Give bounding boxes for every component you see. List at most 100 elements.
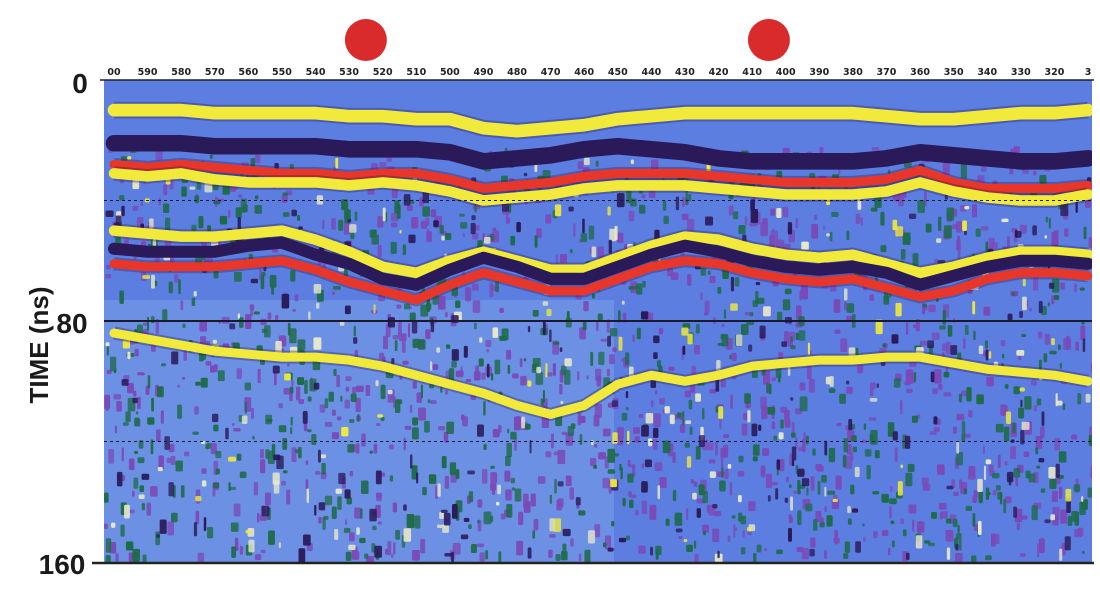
noise-speck [463,345,468,358]
noise-speck [782,206,789,218]
noise-speck [535,371,544,385]
noise-speck [946,485,954,490]
noise-speck [746,321,755,326]
noise-speck [1060,282,1065,290]
noise-speck [272,365,280,374]
noise-speck [851,435,857,442]
noise-speck [1051,232,1059,247]
noise-speck [416,392,422,403]
x-tick-label: 470 [541,67,561,78]
band-violet-lower [107,236,1092,291]
noise-speck [219,215,228,225]
noise-speck [826,515,833,527]
noise-speck [444,311,448,318]
noise-speck [536,366,542,374]
noise-speck [625,535,631,541]
noise-speck [791,446,797,461]
noise-speck [1019,515,1028,520]
noise-speck [652,427,659,438]
noise-speck [135,411,139,415]
noise-speck [1085,393,1091,403]
noise-speck [360,480,369,495]
noise-speck [635,509,639,516]
noise-speck [106,344,109,356]
noise-speck [787,227,792,233]
noise-speck [477,424,484,437]
noise-speck [1079,287,1085,291]
noise-speck [399,229,402,234]
noise-speck [250,278,259,284]
noise-speck [741,324,749,336]
noise-speck [451,503,458,519]
noise-speck [345,519,348,526]
noise-speck [521,416,526,429]
noise-speck [478,358,484,367]
noise-speck [995,485,1001,491]
noise-speck [195,381,201,386]
noise-speck [303,422,308,432]
noise-speck [740,547,746,555]
noise-speck [964,433,971,438]
noise-speck [490,472,498,484]
noise-speck [156,534,160,539]
noise-speck [416,472,419,484]
noise-speck [1071,434,1078,440]
noise-speck [1054,437,1061,451]
noise-speck [737,470,745,477]
noise-speck [201,480,207,487]
band-yellow-mid [108,168,1092,206]
noise-speck [763,548,768,552]
noise-speck [523,358,527,362]
noise-speck [412,338,420,349]
noise-speck [455,469,460,480]
noise-speck [889,505,892,519]
noise-speck [777,311,783,322]
noise-speck [955,543,959,551]
noise-speck [523,172,528,177]
noise-speck [1035,435,1043,449]
noise-speck [928,542,936,547]
noise-speck [237,217,241,232]
noise-speck [653,413,661,428]
noise-speck [369,508,377,522]
noise-speck [284,373,291,381]
noise-speck [985,340,988,349]
noise-speck [957,524,960,533]
noise-speck [770,482,778,486]
noise-speck [403,303,411,310]
y-tick-label: 80 [56,308,87,339]
noise-speck [430,400,437,404]
noise-speck [860,216,863,226]
noise-speck [594,524,601,538]
noise-speck [1032,170,1037,176]
noise-speck [607,206,611,216]
noise-speck [375,423,381,427]
noise-speck [730,303,738,311]
noise-speck [721,323,725,328]
noise-speck [459,213,465,217]
noise-speck [943,371,950,378]
noise-speck [128,509,135,514]
noise-speck [505,455,511,467]
noise-speck [598,452,606,460]
noise-speck [580,233,588,243]
noise-speck [747,410,751,423]
noise-speck [213,424,219,432]
noise-speck [632,334,635,343]
noise-speck [211,413,219,423]
noise-speck [1061,542,1066,556]
noise-speck [857,198,862,210]
noise-speck [625,352,630,366]
noise-speck [842,454,847,468]
noise-speck [311,433,317,446]
noise-speck [281,480,286,486]
noise-speck [527,547,532,559]
noise-speck [640,311,649,320]
noise-speck [506,503,513,518]
noise-speck [600,338,608,342]
noise-speck [749,221,758,227]
noise-speck [398,321,402,337]
noise-speck [182,323,186,329]
noise-speck [125,541,134,551]
noise-speck [751,423,758,437]
